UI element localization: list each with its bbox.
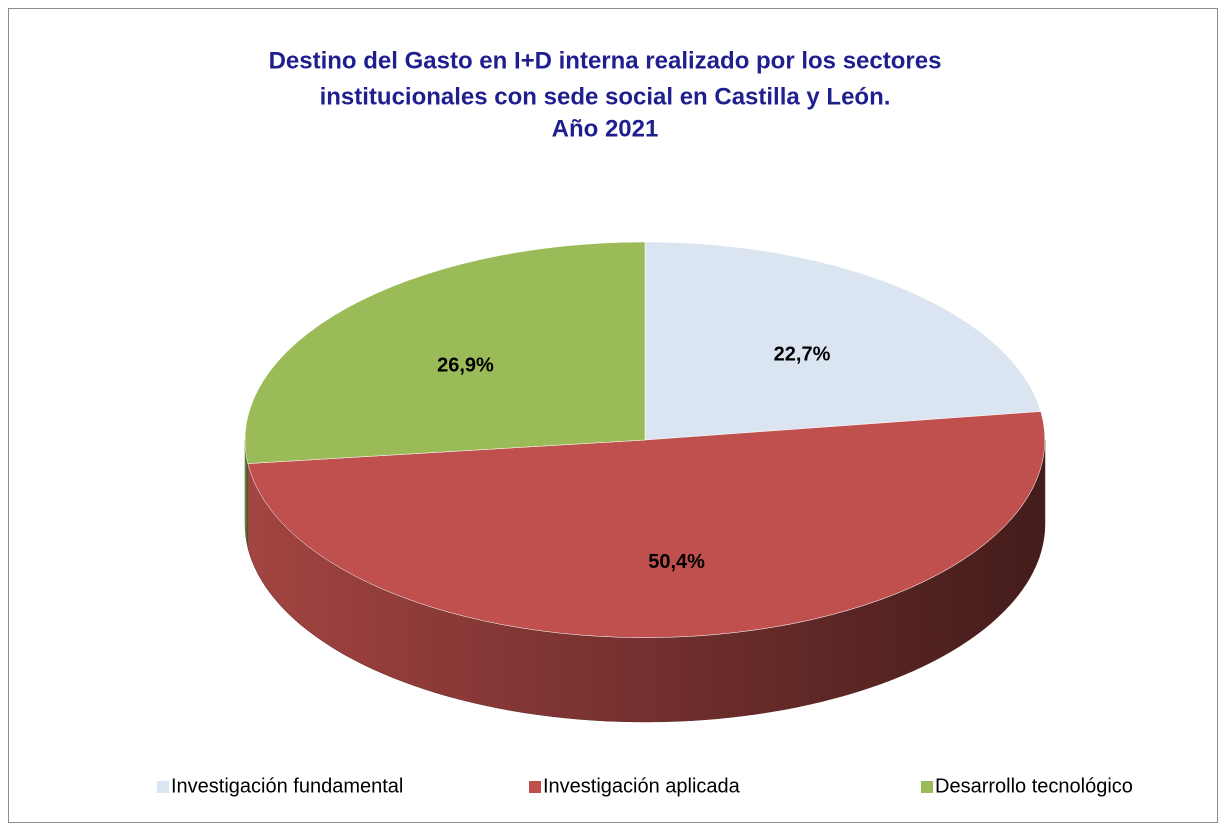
legend-label: Desarrollo tecnológico bbox=[935, 775, 1133, 797]
pie-slice bbox=[244, 241, 646, 464]
legend-swatch bbox=[529, 781, 541, 793]
pie-slice bbox=[644, 241, 1042, 441]
legend-label: Investigación fundamental bbox=[171, 775, 403, 797]
data-label: 50,4% bbox=[648, 551, 705, 573]
data-label: 26,9% bbox=[437, 354, 494, 376]
pie-slice bbox=[247, 411, 1046, 638]
legend-label: Investigación aplicada bbox=[543, 775, 741, 797]
chart-title: institucionales con sede social en Casti… bbox=[320, 83, 891, 110]
legend-swatch bbox=[921, 781, 933, 793]
chart-title: Año 2021 bbox=[552, 115, 659, 142]
data-label: 22,7% bbox=[774, 343, 831, 365]
chart-title: Destino del Gasto en I+D interna realiza… bbox=[269, 47, 942, 74]
legend-swatch bbox=[157, 781, 169, 793]
